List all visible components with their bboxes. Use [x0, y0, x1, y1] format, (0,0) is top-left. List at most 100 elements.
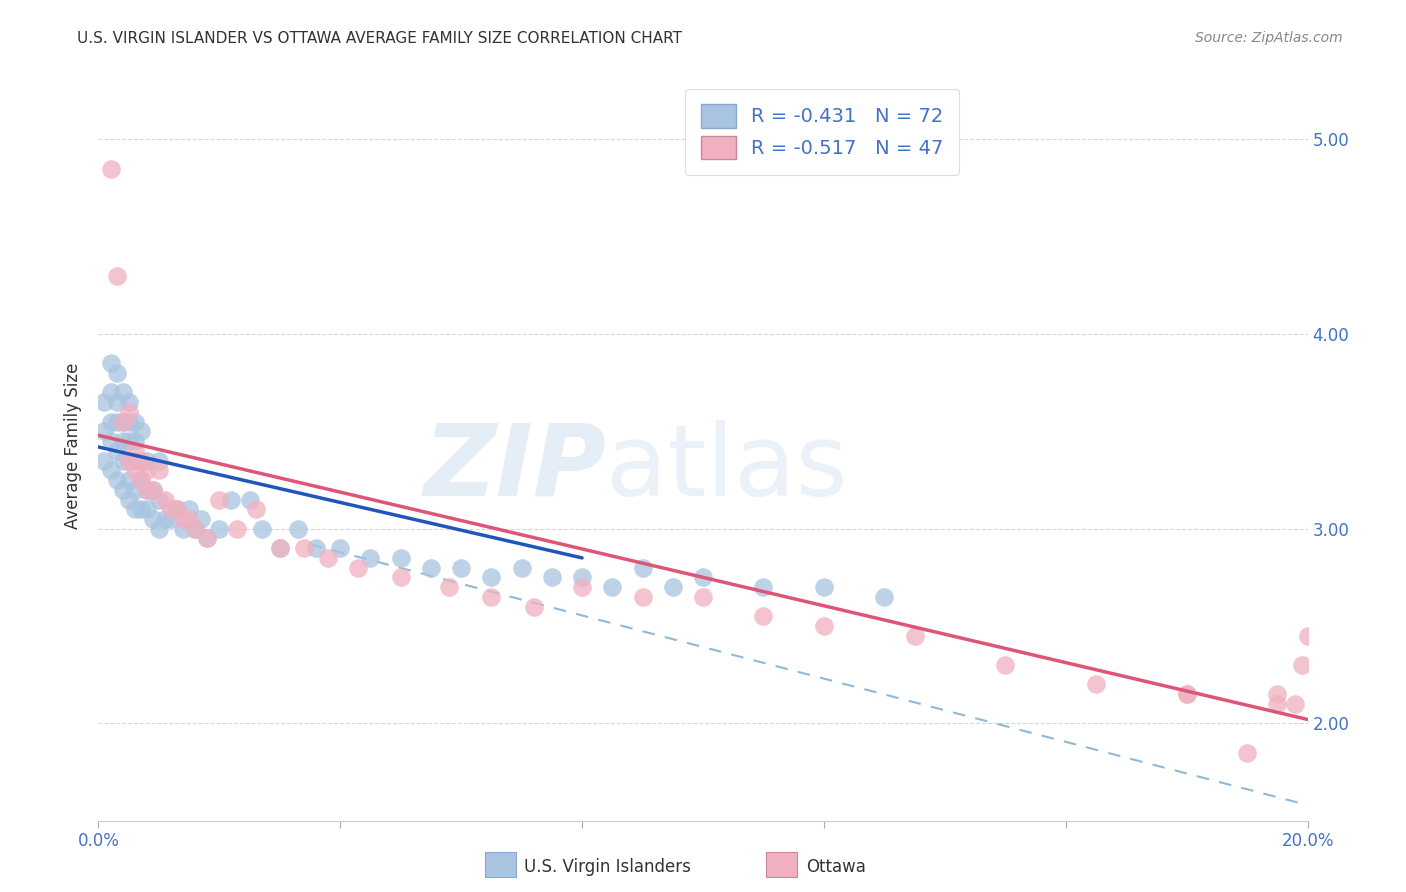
Point [93, 425, 115, 439]
Point [129, 425, 152, 439]
Point [111, 453, 134, 467]
Point [100, 415, 122, 429]
Point [450, 560, 472, 574]
Point [118, 395, 141, 409]
Point [287, 522, 309, 536]
Point [124, 463, 146, 477]
Point [481, 570, 503, 584]
Point [1175, 687, 1198, 701]
Point [166, 502, 188, 516]
Point [135, 463, 157, 477]
Point [1085, 677, 1108, 691]
Point [135, 453, 157, 467]
Point [179, 512, 201, 526]
Point [510, 560, 533, 574]
Point [994, 657, 1017, 672]
Point [1267, 697, 1289, 711]
Point [602, 580, 624, 594]
Text: U.S. Virgin Islanders: U.S. Virgin Islanders [524, 858, 692, 876]
Text: Ottawa: Ottawa [806, 858, 866, 876]
Point [316, 550, 339, 565]
Point [245, 502, 267, 516]
Point [129, 453, 152, 467]
Point [118, 473, 141, 487]
Point [1284, 697, 1306, 711]
Point [347, 560, 370, 574]
Point [111, 434, 134, 449]
Point [129, 473, 152, 487]
Point [118, 453, 141, 467]
Point [305, 541, 328, 556]
Point [179, 502, 201, 516]
Point [93, 395, 115, 409]
Point [190, 512, 212, 526]
Point [111, 483, 134, 497]
Point [124, 434, 146, 449]
Point [360, 550, 382, 565]
Point [221, 492, 243, 507]
Legend: R = -0.431   N = 72, R = -0.517   N = 47: R = -0.431 N = 72, R = -0.517 N = 47 [685, 88, 959, 175]
Point [135, 483, 157, 497]
Point [105, 366, 128, 380]
Point [100, 434, 122, 449]
Text: ZIP: ZIP [423, 420, 606, 517]
Point [105, 268, 128, 283]
Point [184, 522, 207, 536]
Text: atlas: atlas [606, 420, 848, 517]
Point [129, 502, 152, 516]
Point [1175, 687, 1198, 701]
Point [904, 629, 927, 643]
Point [226, 522, 249, 536]
Point [100, 385, 122, 400]
Point [389, 550, 412, 565]
Point [129, 453, 152, 467]
Point [389, 570, 412, 584]
Point [195, 532, 218, 546]
Point [135, 502, 157, 516]
Point [269, 541, 291, 556]
Point [124, 502, 146, 516]
Point [208, 522, 231, 536]
Point [105, 395, 128, 409]
Point [111, 385, 134, 400]
Text: Source: ZipAtlas.com: Source: ZipAtlas.com [1195, 31, 1343, 45]
Point [111, 415, 134, 429]
Point [166, 502, 188, 516]
Point [752, 609, 775, 624]
Point [571, 570, 593, 584]
Point [142, 483, 165, 497]
Point [239, 492, 262, 507]
Point [195, 532, 218, 546]
Point [437, 580, 460, 594]
Point [1236, 746, 1258, 760]
Point [153, 512, 176, 526]
Point [118, 405, 141, 419]
Point [329, 541, 352, 556]
Point [661, 580, 683, 594]
Point [813, 619, 835, 633]
Point [292, 541, 315, 556]
Point [105, 415, 128, 429]
Point [93, 453, 115, 467]
Point [420, 560, 443, 574]
Point [269, 541, 291, 556]
Point [118, 434, 141, 449]
Point [135, 483, 157, 497]
Point [540, 570, 562, 584]
Point [1267, 687, 1289, 701]
Point [160, 512, 183, 526]
Point [118, 492, 141, 507]
Point [172, 512, 194, 526]
Point [100, 463, 122, 477]
Point [571, 580, 593, 594]
Point [105, 443, 128, 458]
Point [631, 560, 654, 574]
Point [481, 590, 503, 604]
Point [250, 522, 273, 536]
Point [124, 415, 146, 429]
Point [148, 522, 170, 536]
Point [118, 415, 141, 429]
Point [692, 570, 714, 584]
Point [148, 453, 170, 467]
Point [129, 473, 152, 487]
